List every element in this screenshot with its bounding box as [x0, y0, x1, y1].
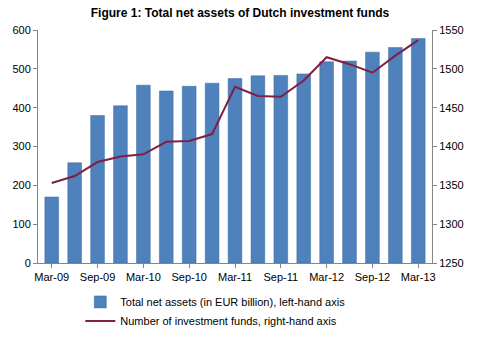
svg-text:Mar-10: Mar-10 — [126, 271, 161, 283]
svg-text:Figure 1: Total net assets of: Figure 1: Total net assets of Dutch inve… — [91, 6, 390, 20]
svg-text:300: 300 — [12, 140, 30, 152]
svg-text:0: 0 — [25, 257, 31, 269]
svg-text:1400: 1400 — [439, 140, 463, 152]
svg-text:Mar-13: Mar-13 — [401, 271, 436, 283]
svg-text:Mar-09: Mar-09 — [34, 271, 69, 283]
svg-text:1250: 1250 — [439, 257, 463, 269]
svg-text:1500: 1500 — [439, 63, 463, 75]
svg-text:100: 100 — [12, 218, 30, 230]
svg-text:1450: 1450 — [439, 102, 463, 114]
svg-text:Number of investment funds, ri: Number of investment funds, right-hand a… — [120, 315, 336, 327]
svg-text:1550: 1550 — [439, 24, 463, 36]
svg-text:1350: 1350 — [439, 179, 463, 191]
svg-text:600: 600 — [12, 24, 30, 36]
svg-text:400: 400 — [12, 102, 30, 114]
svg-text:Sep-11: Sep-11 — [263, 271, 298, 283]
svg-text:200: 200 — [12, 179, 30, 191]
svg-text:Mar-11: Mar-11 — [218, 271, 252, 283]
svg-text:500: 500 — [12, 63, 30, 75]
svg-text:Sep-10: Sep-10 — [171, 271, 206, 283]
svg-text:Total net assets (in EUR billi: Total net assets (in EUR billion), left-… — [120, 296, 345, 308]
svg-text:Sep-12: Sep-12 — [355, 271, 390, 283]
svg-text:1300: 1300 — [439, 218, 463, 230]
svg-text:Sep-09: Sep-09 — [80, 271, 115, 283]
svg-text:Mar-12: Mar-12 — [309, 271, 344, 283]
